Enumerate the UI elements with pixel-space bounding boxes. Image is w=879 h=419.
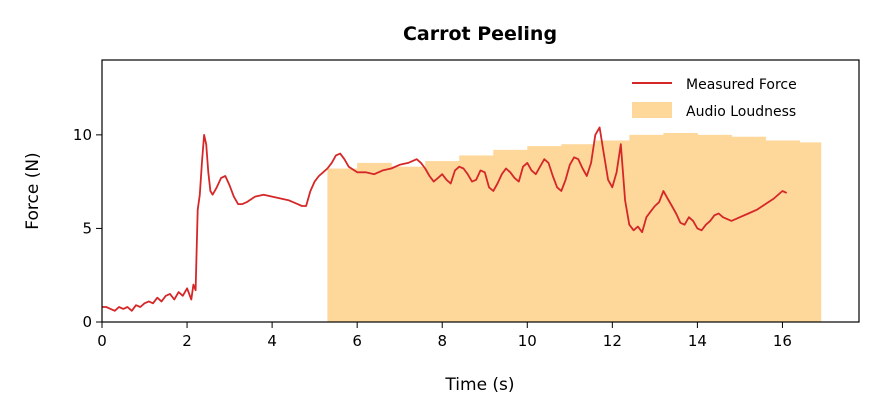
measured-force-line bbox=[102, 126, 788, 312]
audio-loudness-bar bbox=[731, 136, 766, 322]
audio-loudness-series bbox=[327, 132, 822, 322]
legend: Measured Force Audio Loudness bbox=[632, 77, 797, 120]
y-axis: 0 5 10 bbox=[73, 126, 102, 331]
x-axis-label: Time (s) bbox=[444, 375, 514, 395]
audio-loudness-bar bbox=[663, 132, 698, 322]
x-tick-label: 2 bbox=[182, 332, 192, 350]
legend-measured-force-label: Measured Force bbox=[686, 77, 797, 93]
audio-loudness-bar bbox=[799, 142, 822, 322]
audio-loudness-bar bbox=[561, 144, 596, 322]
x-tick-label: 14 bbox=[688, 332, 707, 350]
audio-loudness-bar bbox=[357, 162, 392, 322]
legend-audio-loudness-swatch bbox=[632, 102, 672, 118]
measured-force-series bbox=[102, 126, 788, 312]
audio-loudness-bar bbox=[493, 149, 528, 322]
audio-loudness-bar bbox=[765, 140, 800, 322]
x-tick-label: 12 bbox=[603, 332, 622, 350]
x-tick-label: 10 bbox=[518, 332, 537, 350]
x-tick-label: 0 bbox=[97, 332, 107, 350]
plot-frame bbox=[101, 59, 860, 323]
x-tick-label: 16 bbox=[773, 332, 792, 350]
audio-loudness-bar bbox=[595, 140, 630, 322]
audio-loudness-bar bbox=[391, 166, 426, 322]
x-tick-label: 8 bbox=[437, 332, 447, 350]
y-tick-label: 10 bbox=[73, 126, 92, 144]
chart-title: Carrot Peeling bbox=[403, 23, 557, 45]
audio-loudness-bar bbox=[425, 161, 460, 322]
x-tick-label: 6 bbox=[352, 332, 362, 350]
y-axis-label: Force (N) bbox=[23, 152, 43, 229]
x-axis: 0 2 4 6 8 10 12 14 16 bbox=[97, 322, 792, 350]
x-tick-label: 4 bbox=[267, 332, 277, 350]
legend-audio-loudness-label: Audio Loudness bbox=[686, 104, 796, 120]
audio-loudness-bar bbox=[327, 168, 358, 322]
audio-loudness-bar bbox=[527, 146, 562, 322]
y-tick-label: 5 bbox=[82, 219, 92, 237]
y-tick-label: 0 bbox=[82, 313, 92, 331]
